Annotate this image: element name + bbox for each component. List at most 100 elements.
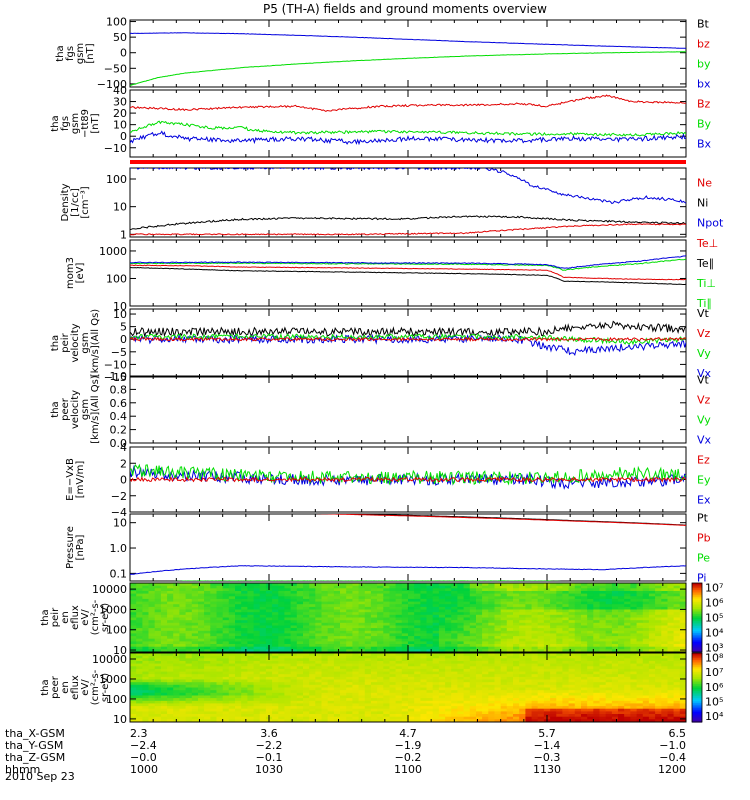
spectrogram-cell: [414, 620, 421, 624]
spectrogram-cell: [599, 649, 607, 652]
spectrogram-cell: [506, 695, 514, 699]
spectrogram-cell: [222, 703, 230, 707]
spectrogram-cell: [142, 692, 150, 697]
series-line-Npot: [130, 168, 686, 205]
spectrogram-cell: [543, 604, 551, 608]
spectrogram-cell: [352, 646, 360, 650]
spectrogram-cell: [278, 706, 286, 710]
spectrogram-cell: [321, 679, 329, 683]
spectrogram-cell: [364, 684, 372, 689]
spectrogram-cell: [463, 655, 471, 659]
spectrogram-cell: [265, 668, 273, 673]
spectrogram-cell: [568, 653, 576, 657]
spectrogram-cell: [321, 633, 329, 637]
spectrogram-cell: [661, 612, 669, 616]
spectrogram-cell: [228, 716, 236, 720]
spectrogram-cell: [290, 630, 298, 635]
spectrogram-cell: [408, 692, 415, 697]
spectrogram-cell: [315, 646, 323, 650]
spectrogram-cell: [445, 700, 452, 705]
spectrogram-cell: [309, 674, 316, 678]
spectrogram-cell: [648, 646, 656, 650]
spectrogram-cell: [130, 591, 137, 595]
spectrogram-cell: [556, 661, 564, 665]
spectrogram-cell: [420, 653, 428, 657]
spectrogram-cell: [420, 674, 428, 678]
spectrogram-cell: [432, 630, 440, 635]
spectrogram-cell: [438, 588, 446, 592]
spectrogram-cell: [476, 690, 483, 694]
spectrogram-cell: [408, 636, 415, 640]
spectrogram-cell: [667, 593, 675, 597]
spectrogram-cell: [247, 606, 255, 611]
colorbar-segment: [692, 643, 702, 646]
spectrogram-cell: [451, 617, 458, 621]
spectrogram-cell: [488, 716, 496, 720]
spectrogram-cell: [611, 585, 619, 589]
spectrogram-cell: [235, 630, 242, 635]
spectrogram-cell: [482, 666, 489, 670]
spectrogram-cell: [160, 671, 168, 675]
spectrogram-cell: [247, 703, 255, 707]
spectrogram-cell: [160, 679, 168, 683]
spectrogram-cell: [167, 636, 174, 640]
spectrogram-cell: [562, 612, 570, 616]
spectrogram-cell: [599, 596, 607, 600]
spectrogram-cell: [574, 641, 582, 645]
spectrogram-cell: [537, 708, 545, 712]
spectrogram-cell: [661, 641, 669, 645]
spectrogram-cell: [599, 593, 607, 597]
spectrogram-cell: [543, 674, 551, 678]
y-tick-label: 0: [120, 47, 127, 60]
spectrogram-cell: [389, 644, 397, 648]
spectrogram-cell: [679, 588, 686, 592]
spectrogram-cell: [173, 666, 180, 670]
spectrogram-cell: [228, 612, 236, 616]
spectrogram-cell: [383, 630, 391, 635]
spectrogram-cell: [179, 614, 187, 619]
series-group: [130, 94, 686, 146]
spectrogram-cell: [315, 658, 323, 662]
spectrogram-cell: [494, 711, 502, 715]
spectrogram-cell: [210, 614, 218, 619]
spectrogram-cell: [438, 692, 446, 697]
colorbar-segment: [692, 602, 702, 605]
spectrogram-cell: [537, 641, 545, 645]
spectrogram-cell: [531, 591, 539, 595]
spectrogram-cell: [648, 598, 656, 603]
spectrogram-cell: [457, 663, 465, 667]
spectrogram-cell: [142, 671, 150, 675]
spectrogram-cell: [160, 633, 168, 637]
spectrogram-cell: [272, 661, 279, 665]
spectrogram-cell: [581, 583, 588, 587]
spectrogram-cell: [148, 679, 156, 683]
spectrogram-cell: [241, 666, 248, 670]
spectrogram-cell: [445, 606, 452, 611]
spectrogram-cell: [179, 598, 187, 603]
spectrogram-cell: [537, 700, 545, 705]
spectrogram-cell: [506, 684, 514, 689]
spectrogram-cell: [395, 588, 403, 592]
spectrogram-cell: [247, 588, 255, 592]
spectrogram-cell: [494, 609, 502, 613]
spectrogram-cell: [142, 583, 150, 587]
spectrogram-cell: [185, 649, 193, 652]
spectrogram-cell: [556, 703, 564, 707]
spectrogram-cell: [488, 687, 496, 691]
spectrogram-cell: [562, 679, 570, 683]
spectrogram-cell: [327, 630, 335, 635]
spectrogram-cell: [574, 716, 582, 720]
spectrogram-cell: [494, 641, 502, 645]
spectrogram-cell: [550, 666, 557, 670]
spectrogram-cell: [370, 684, 378, 689]
spectrogram-cell: [476, 636, 483, 640]
spectrogram-cell: [537, 596, 545, 600]
spectrogram-cell: [451, 700, 458, 705]
spectrogram-cell: [358, 690, 366, 694]
spectrogram-cell: [408, 622, 415, 627]
spectrogram-cell: [259, 719, 267, 722]
spectrogram-cell: [667, 628, 675, 632]
spectrogram-cell: [290, 690, 298, 694]
spectrogram-cell: [185, 636, 193, 640]
spectrogram-cell: [476, 625, 483, 629]
